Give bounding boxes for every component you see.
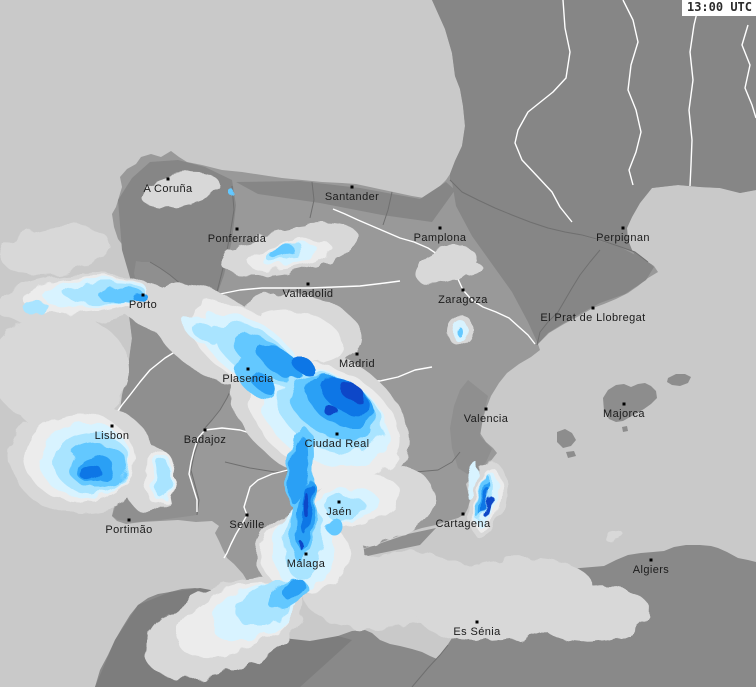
cities-layer: A Coruña Santander Ponferrada Pamplona Perpi…	[95, 177, 670, 638]
border-morocco-algeria	[411, 644, 449, 687]
precip-cell-level-7	[303, 494, 309, 516]
city-label-ja-n: Jaén	[326, 506, 351, 518]
precip-cell-level-6	[78, 464, 102, 480]
precipitation-layer	[0, 172, 650, 679]
precip-cell-level-7	[322, 405, 340, 417]
precip-cell-level-5	[248, 370, 276, 394]
precip-cell-level-5	[281, 579, 307, 599]
landmass-cabrera	[622, 426, 628, 432]
city-label-a-coru-a: A Coruña	[143, 183, 193, 195]
precip-cell-level-0	[140, 172, 220, 208]
precip-cell-level-3	[22, 300, 48, 314]
city-label-valencia: Valencia	[464, 413, 509, 425]
city-label-es-s-nia: Es Sénia	[453, 626, 501, 638]
landmass-formentera	[566, 451, 576, 458]
landmass-majorca	[603, 383, 657, 422]
city-label-el-prat-de-llobregat: El Prat de Llobregat	[540, 312, 645, 324]
city-dot-algiers	[649, 558, 653, 562]
river-rhone	[688, 0, 701, 187]
city-dot-es-s-nia	[475, 620, 479, 624]
city-dot-ciudad-real	[335, 432, 339, 436]
city-dot-majorca	[622, 402, 626, 406]
city-label-badajoz: Badajoz	[184, 434, 227, 446]
precip-cell-level-7	[300, 542, 304, 550]
precip-cell-level-4	[326, 517, 342, 535]
city-dot-plasencia	[246, 367, 250, 371]
city-label-majorca: Majorca	[603, 408, 645, 420]
terrain-shade-france	[432, 0, 756, 266]
city-dot-cartagena	[461, 512, 465, 516]
city-dot-lisbon	[110, 424, 114, 428]
city-label-seville: Seville	[229, 519, 264, 531]
city-label-ciudad-real: Ciudad Real	[305, 438, 370, 450]
city-label-ponferrada: Ponferrada	[208, 233, 267, 245]
precip-cell-level-0	[414, 246, 476, 284]
precip-cell-level-7	[339, 382, 365, 402]
city-dot-badajoz	[203, 428, 207, 432]
precip-cell-level-0	[540, 586, 650, 644]
city-label-madrid: Madrid	[339, 358, 375, 370]
city-label-santander: Santander	[325, 191, 379, 203]
city-label-pamplona: Pamplona	[414, 232, 467, 244]
border-cantabria	[309, 181, 315, 219]
city-dot-porto	[141, 293, 145, 297]
landmass-ibiza	[557, 429, 576, 448]
city-label-cartagena: Cartagena	[436, 518, 491, 530]
city-label-lisbon: Lisbon	[95, 430, 130, 442]
border-aragon-catalonia	[536, 249, 601, 346]
precip-cell-level-4	[229, 190, 235, 196]
precip-cell-level-4	[269, 246, 295, 258]
precip-cell-level-4	[457, 327, 463, 337]
precip-cell-level-0	[0, 225, 110, 275]
city-label-m-laga: Málaga	[287, 558, 326, 570]
city-label-perpignan: Perpignan	[596, 232, 650, 244]
precip-cell-level-0	[605, 532, 625, 542]
river-dordogne	[622, 0, 642, 186]
city-dot-seville	[245, 513, 249, 517]
timestamp-badge: 13:00 UTC	[681, 0, 756, 16]
terrain-shade-cantabrian-strip	[236, 181, 455, 222]
city-dot-valladolid	[306, 282, 310, 286]
precip-cell-level-4	[98, 285, 142, 303]
city-dot-valencia	[484, 407, 488, 411]
precip-cell-level-5	[287, 436, 309, 504]
landmass-menorca	[667, 374, 691, 386]
terrain-shade-valencia-region	[450, 380, 492, 477]
border-galicia-east	[214, 185, 235, 301]
river-ne-corner-river	[741, 24, 756, 119]
city-label-portim-o: Portimão	[105, 524, 152, 536]
precip-cell-level-5	[257, 344, 303, 380]
city-label-plasencia: Plasencia	[222, 373, 274, 385]
precip-cell-level-2	[465, 462, 479, 498]
city-dot-madrid	[355, 352, 359, 356]
precip-cell-level-6	[482, 488, 490, 514]
city-label-valladolid: Valladolid	[283, 288, 334, 300]
terrain-shade-pyrenees-catalonia	[452, 182, 654, 344]
city-dot-santander	[350, 185, 354, 189]
city-dot-m-laga	[304, 552, 308, 556]
city-dot-portim-o	[127, 518, 131, 522]
city-dot-ponferrada	[235, 227, 239, 231]
city-dot-el-prat-de-llobregat	[591, 306, 595, 310]
city-dot-a-coru-a	[166, 177, 170, 181]
precip-cell-level-6	[290, 354, 316, 376]
border-spain-france	[449, 179, 649, 263]
city-label-porto: Porto	[129, 299, 157, 311]
city-label-zaragoza: Zaragoza	[438, 294, 488, 306]
city-dot-pamplona	[438, 226, 442, 230]
precip-cell-level-3	[154, 460, 172, 498]
city-label-algiers: Algiers	[633, 564, 670, 576]
precip-cell-level-3	[191, 322, 219, 344]
border-basque	[382, 191, 393, 226]
city-dot-perpignan	[621, 226, 625, 230]
precip-cell-level-3	[325, 495, 365, 521]
precip-cell-level-0	[462, 261, 482, 275]
precip-cell-level-0	[20, 394, 64, 426]
city-dot-zaragoza	[461, 288, 465, 292]
river-garonne	[514, 0, 573, 223]
city-dot-ja-n	[337, 500, 341, 504]
precip-cell-level-7	[485, 495, 493, 519]
